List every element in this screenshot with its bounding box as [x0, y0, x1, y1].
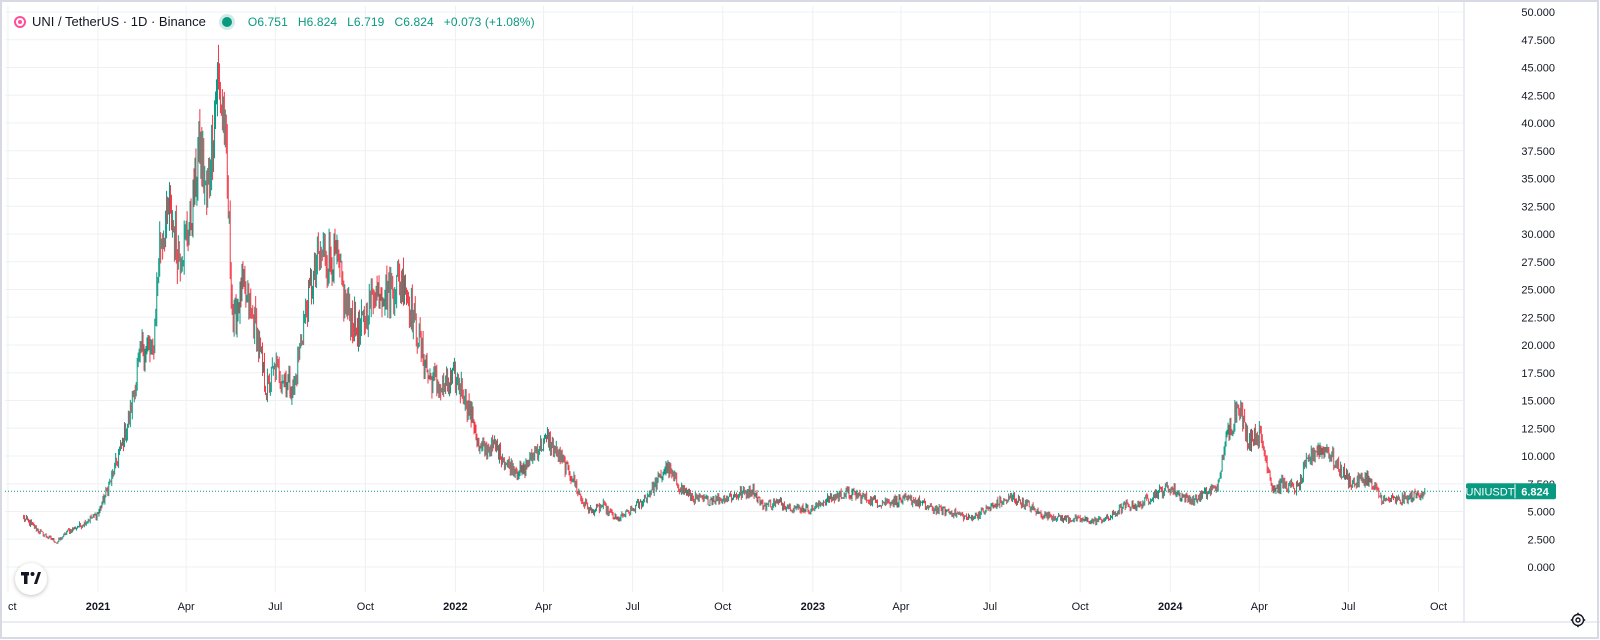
price-label-value: 6.824 [1521, 486, 1549, 498]
price-label-tag[interactable] [1466, 483, 1556, 500]
y-tick-label: 35.000 [1521, 174, 1555, 186]
ohlc-change: +0.073 (+1.08%) [443, 14, 535, 29]
y-tick-label: 12.500 [1521, 423, 1555, 435]
x-tick-label: Oct [714, 601, 731, 613]
chart-legend: UNI / TetherUS · 1D · Binance O6.751 H6.… [14, 14, 535, 29]
y-tick-label: 22.500 [1521, 312, 1555, 324]
x-tick-label: Jul [268, 601, 282, 613]
ohlc-low: L6.719 [347, 14, 385, 29]
y-tick-label: 27.500 [1521, 257, 1555, 269]
x-tick-label: Oct [1072, 601, 1089, 613]
y-tick-label: 47.500 [1521, 35, 1555, 47]
symbol-title: UNI / TetherUS · 1D · Binance [32, 14, 206, 29]
y-tick-label: 40.000 [1521, 118, 1555, 130]
x-tick-label: 2021 [86, 601, 110, 613]
x-tick-label: 2024 [1158, 601, 1183, 613]
y-tick-label: 37.500 [1521, 146, 1555, 158]
y-tick-label: 45.000 [1521, 63, 1555, 75]
x-tick-label: Apr [1251, 601, 1268, 613]
ohlc-close: C6.824 [394, 14, 434, 29]
y-tick-label: 5.000 [1527, 507, 1555, 519]
y-tick-label: 20.000 [1521, 340, 1555, 352]
x-tick-label: ct [8, 601, 17, 613]
y-tick-label: 0.000 [1527, 562, 1555, 574]
candles [23, 44, 1426, 544]
x-tick-label: Oct [357, 601, 374, 613]
y-tick-label: 42.500 [1521, 90, 1555, 102]
x-tick-label: Jul [1341, 601, 1355, 613]
uni-logo-icon [14, 15, 26, 28]
y-tick-label: 17.500 [1521, 368, 1555, 380]
x-tick-label: 2023 [801, 601, 825, 613]
y-tick-label: 25.000 [1521, 285, 1555, 297]
x-tick-label: 2022 [443, 601, 467, 613]
x-tick-label: Oct [1430, 601, 1447, 613]
x-tick-label: Apr [178, 601, 195, 613]
ohlc-open: O6.751 [247, 14, 288, 29]
y-tick-label: 32.500 [1521, 201, 1555, 213]
ohlc-high: H6.824 [297, 14, 338, 29]
settings-gear-icon[interactable] [1570, 612, 1586, 628]
x-tick-label: Jul [626, 601, 640, 613]
y-tick-label: 10.000 [1521, 451, 1555, 463]
x-tick-label: Apr [892, 601, 909, 613]
y-tick-label: 30.000 [1521, 229, 1555, 241]
y-tick-label: 15.000 [1521, 396, 1555, 408]
y-tick-label: 50.000 [1521, 7, 1555, 19]
x-tick-label: Jul [983, 601, 997, 613]
symbol-info[interactable]: UNI / TetherUS · 1D · Binance [14, 14, 206, 29]
y-tick-label: 2.500 [1527, 534, 1555, 546]
tradingview-logo-icon[interactable] [15, 563, 47, 595]
price-label-ticker: UNIUSDT [1466, 486, 1515, 498]
x-tick-label: Apr [535, 601, 552, 613]
market-status-icon[interactable] [221, 16, 232, 27]
